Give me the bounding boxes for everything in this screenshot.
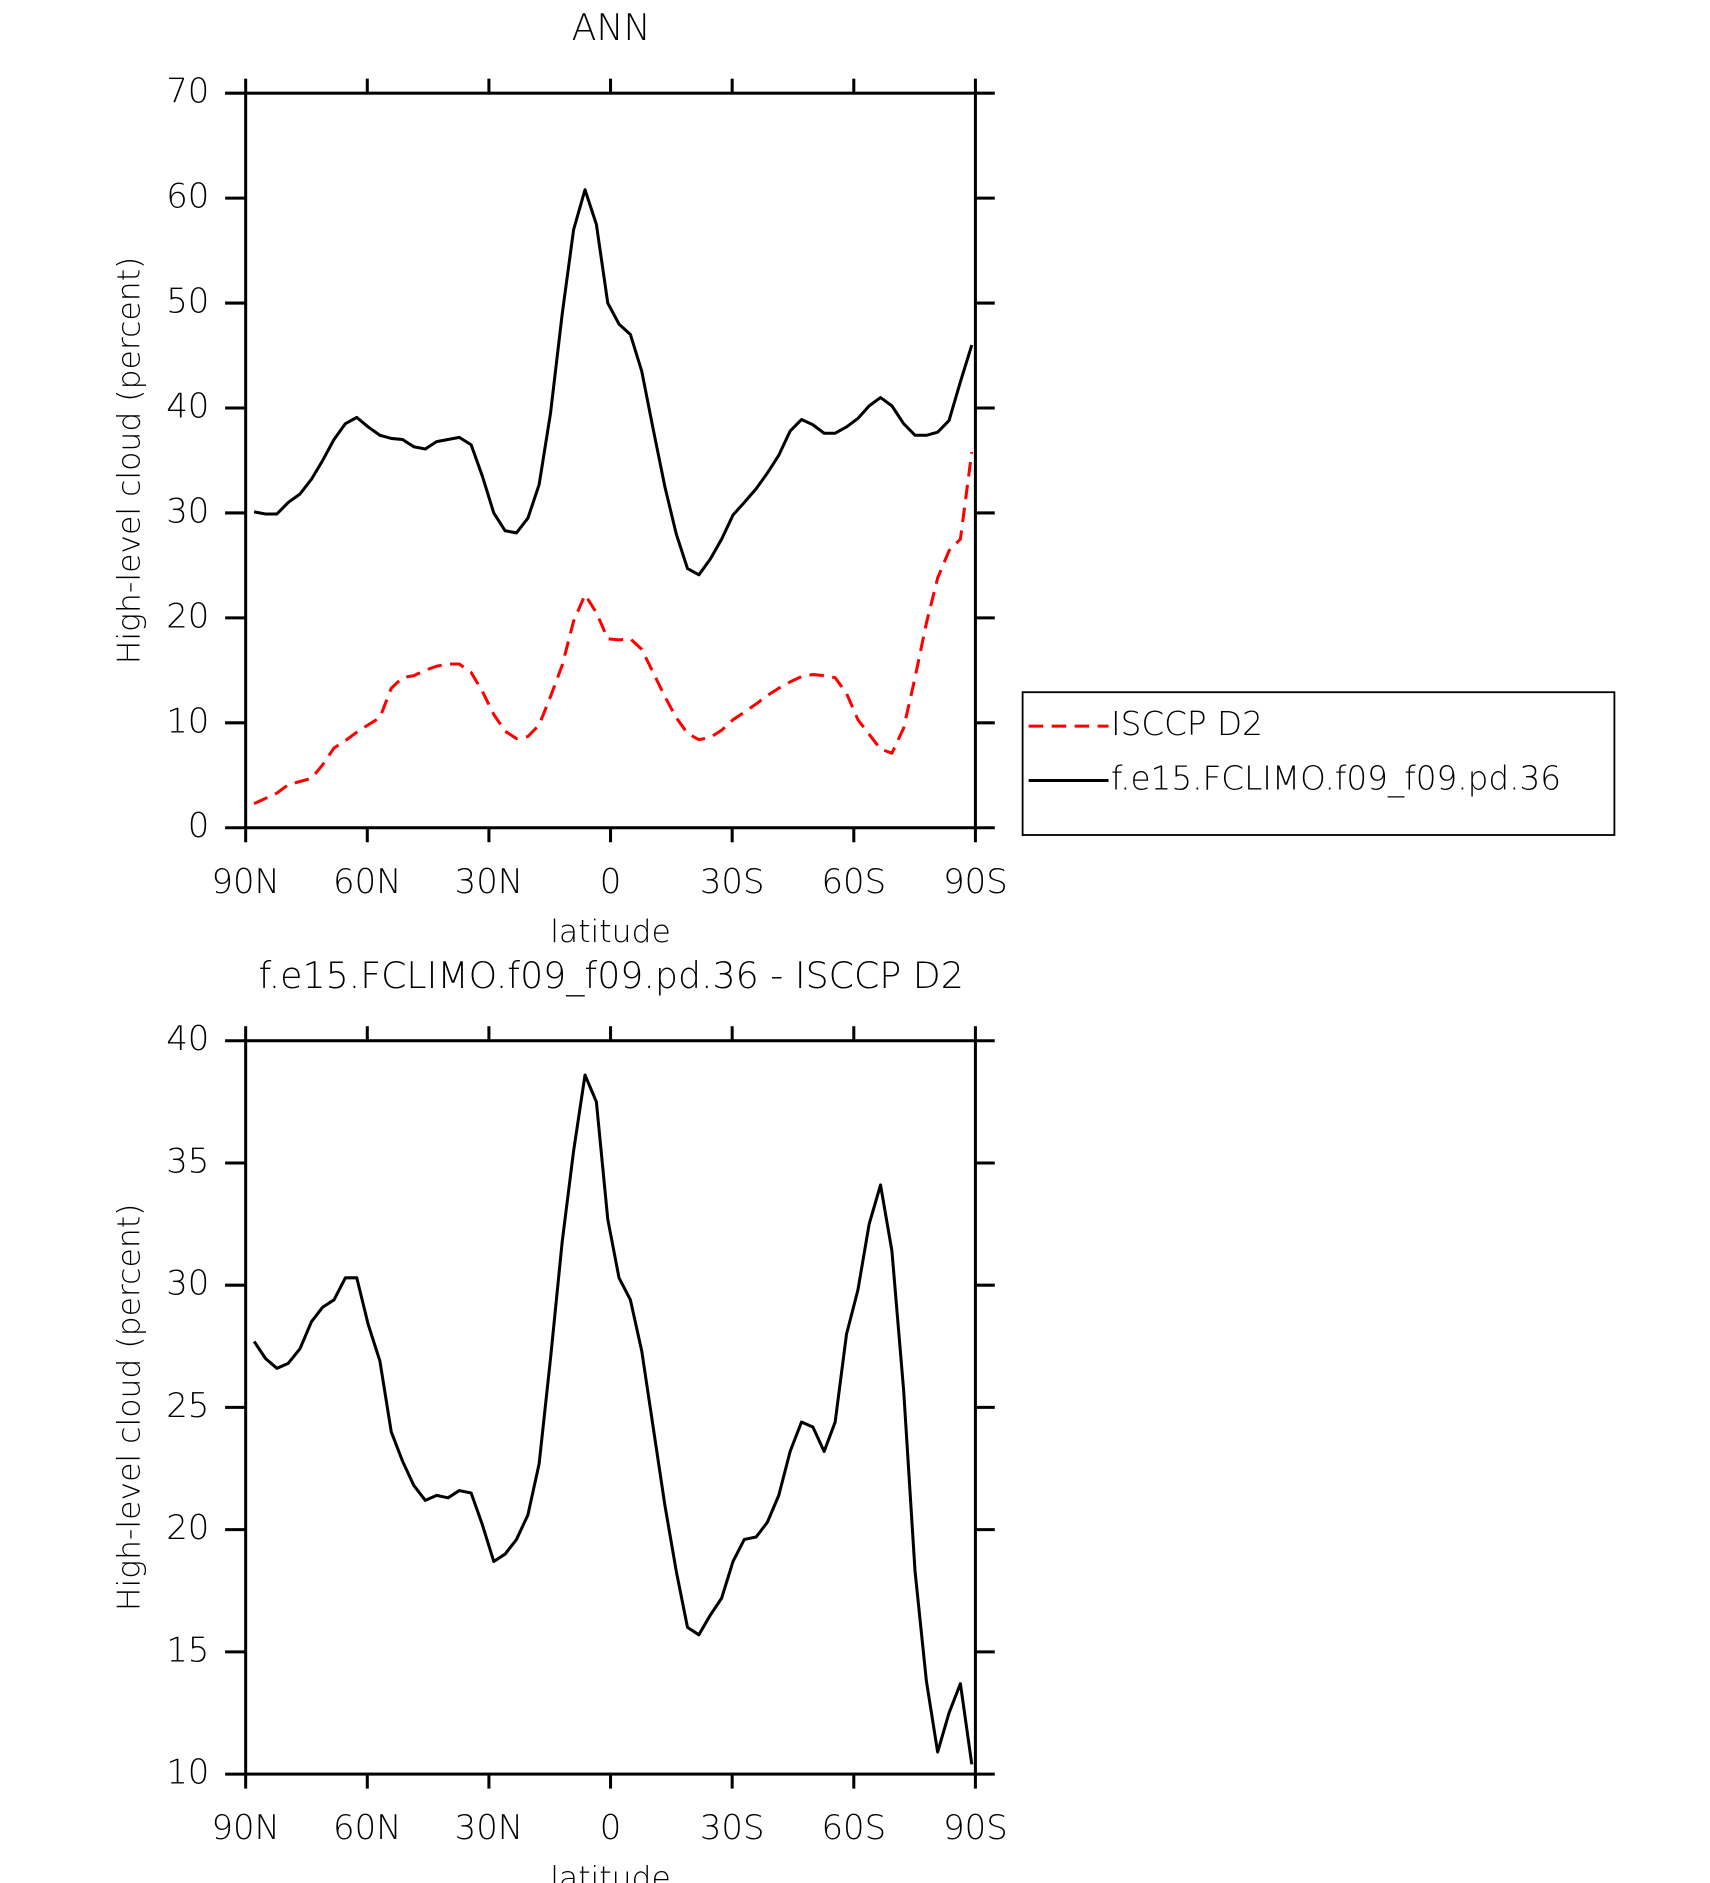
legend-box bbox=[1021, 691, 1616, 836]
x-tick-label: 60N bbox=[333, 862, 401, 901]
y-tick-label: 0 bbox=[188, 806, 210, 845]
y-tick-label: 50 bbox=[166, 282, 209, 321]
x-tick-label: 60S bbox=[821, 1808, 886, 1847]
y-axis-label: High-level cloud (percent) bbox=[112, 257, 148, 665]
legend-label: f.e15.FCLIMO.f09_f09.pd.36 bbox=[1111, 760, 1561, 798]
y-tick-label: 30 bbox=[166, 1264, 209, 1303]
legend-label: ISCCP D2 bbox=[1111, 705, 1263, 743]
plot-frame bbox=[244, 91, 977, 830]
chart-title: f.e15.FCLIMO.f09_f09.pd.36 - ISCCP D2 bbox=[258, 954, 963, 997]
y-tick-label: 25 bbox=[166, 1386, 209, 1425]
x-axis-label: latitude bbox=[550, 1860, 671, 1883]
y-tick-label: 40 bbox=[166, 386, 209, 425]
data-line bbox=[252, 1073, 974, 1765]
y-tick-label: 20 bbox=[166, 596, 209, 635]
plot-frame bbox=[244, 1039, 977, 1776]
y-axis-label: High-level cloud (percent) bbox=[112, 1204, 148, 1612]
x-tick-label: 30S bbox=[700, 1808, 765, 1847]
x-tick-label: 0 bbox=[600, 1808, 622, 1847]
y-tick-label: 30 bbox=[166, 491, 209, 530]
y-tick-label: 35 bbox=[166, 1141, 209, 1180]
x-tick-label: 90S bbox=[943, 1808, 1008, 1847]
y-tick-label: 10 bbox=[166, 1753, 209, 1792]
x-tick-label: 30N bbox=[455, 1808, 523, 1847]
x-tick-label: 90N bbox=[211, 1808, 279, 1847]
y-tick-label: 60 bbox=[166, 177, 209, 216]
y-tick-label: 10 bbox=[166, 701, 209, 740]
chart-title: ANN bbox=[572, 6, 651, 49]
x-tick-label: 30S bbox=[700, 862, 765, 901]
y-tick-label: 70 bbox=[166, 72, 209, 111]
x-tick-label: 30N bbox=[455, 862, 523, 901]
y-tick-label: 20 bbox=[166, 1508, 209, 1547]
y-tick-label: 40 bbox=[166, 1019, 209, 1058]
x-tick-label: 90S bbox=[943, 862, 1008, 901]
data-line bbox=[253, 188, 974, 577]
x-tick-label: 90N bbox=[211, 862, 279, 901]
x-tick-label: 0 bbox=[600, 862, 622, 901]
x-axis-label: latitude bbox=[550, 914, 671, 950]
data-line bbox=[253, 451, 974, 806]
x-tick-label: 60S bbox=[821, 862, 886, 901]
y-tick-label: 15 bbox=[166, 1630, 209, 1669]
x-tick-label: 60N bbox=[333, 1808, 401, 1847]
